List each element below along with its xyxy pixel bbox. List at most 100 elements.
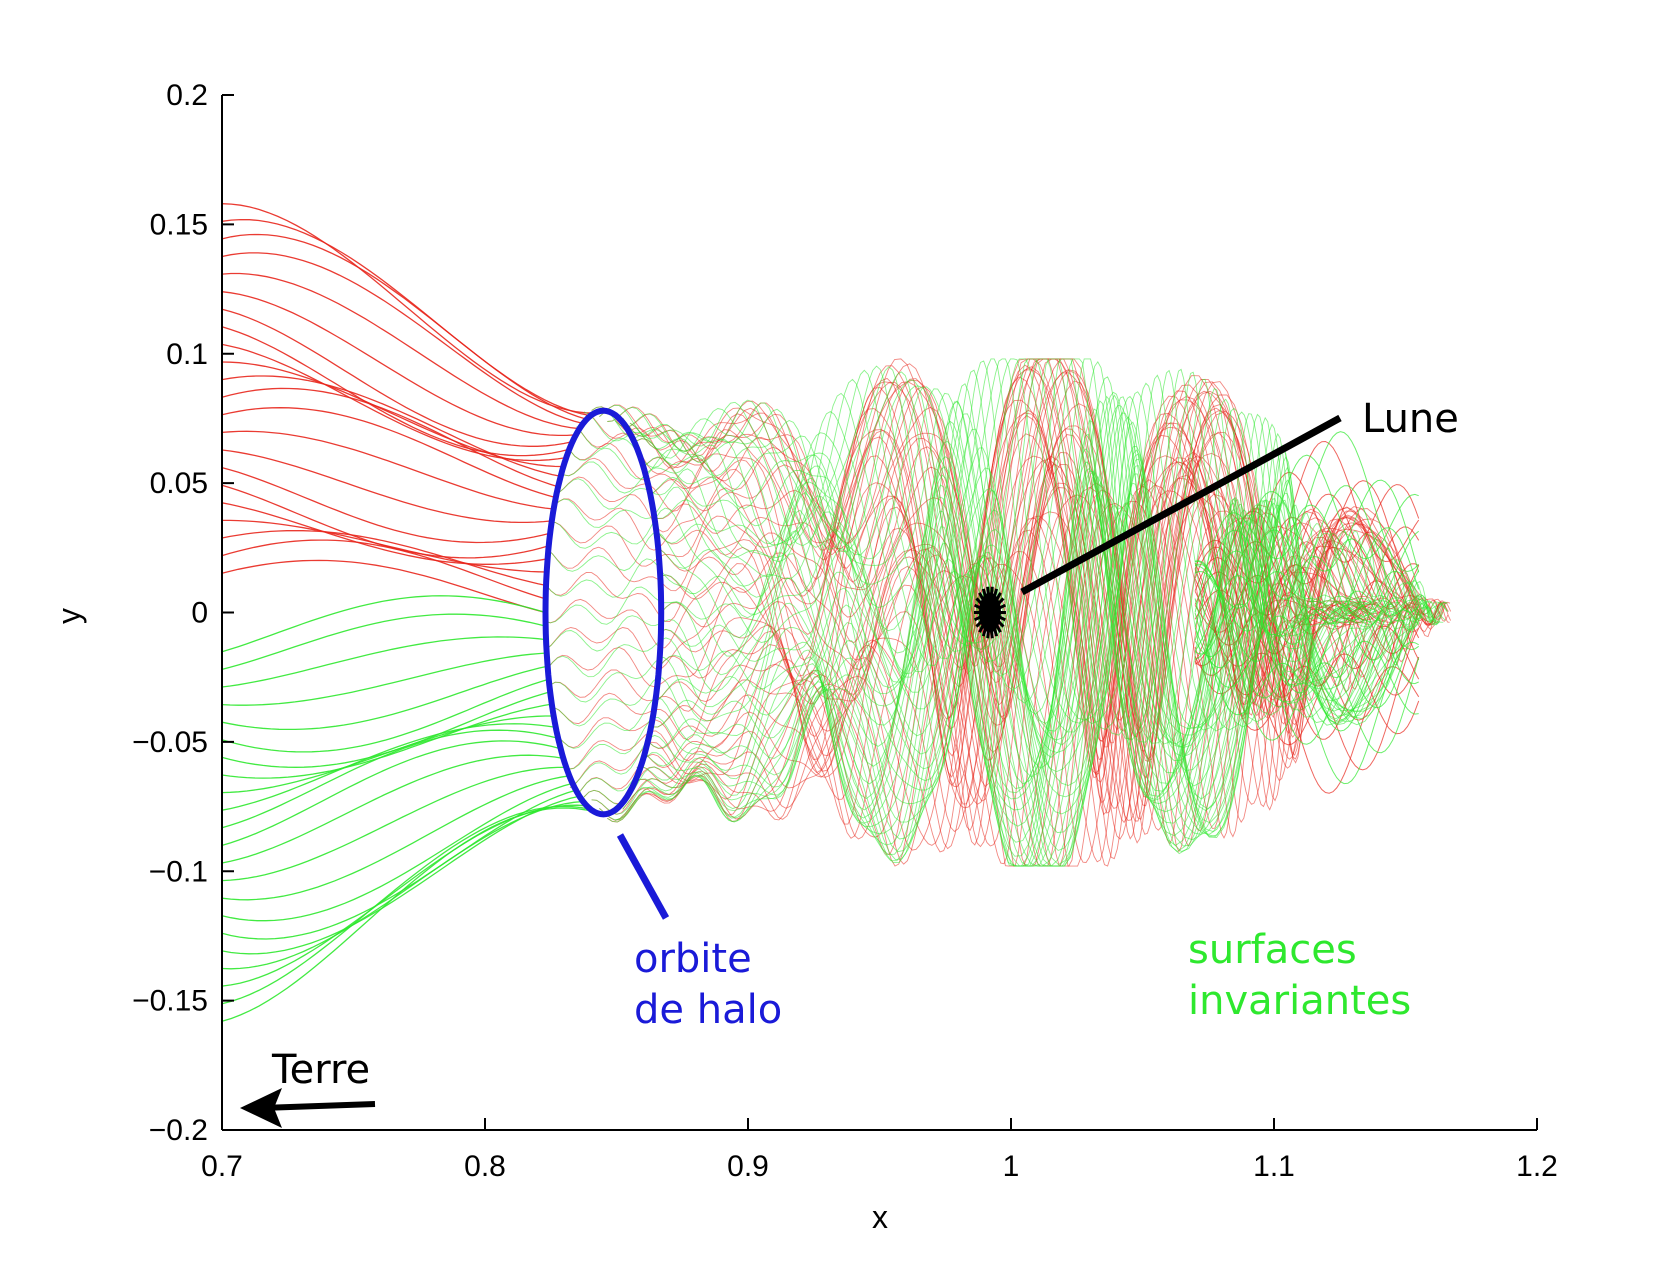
y-tick-label: −0.05 (132, 726, 208, 759)
unstable-branch-left (221, 218, 591, 417)
unstable-branch-left (221, 375, 561, 477)
stable-branch-left (221, 691, 551, 768)
unstable-branch-left (221, 559, 546, 614)
x-tick-label: 1.2 (1516, 1150, 1558, 1183)
right-fan-trajectory (1195, 504, 1420, 632)
stable-manifold-tube (629, 492, 1428, 867)
right-fan-trajectory (1194, 485, 1420, 628)
stable-manifold-tube (642, 473, 1437, 866)
moon-body (978, 592, 1001, 633)
y-tick-label: 0.2 (166, 79, 208, 112)
right-fan-trajectory (1195, 454, 1419, 609)
unstable-branch-left (221, 387, 559, 488)
stable-manifold-tube (614, 358, 1412, 740)
stable-manifold-tube (642, 361, 1433, 745)
unstable-branch-left (221, 361, 564, 468)
stable-branch-left (221, 652, 547, 706)
right-fan-trajectory (1194, 603, 1419, 745)
y-tick-label: 0.05 (150, 467, 208, 500)
orbite-label-line2: de halo (634, 987, 782, 1033)
y-tick-label: −0.15 (132, 985, 208, 1018)
stable-branch-left (221, 723, 556, 811)
surfaces-label-line2: invariantes (1188, 978, 1411, 1024)
unstable-branch-left (222, 519, 547, 573)
stable-branch-left (221, 782, 573, 922)
x-tick-label: 0.9 (727, 1150, 769, 1183)
terre-arrow-shaft (261, 1101, 376, 1111)
stable-manifold-tube (607, 358, 1407, 736)
unstable-branch-left (221, 466, 551, 544)
stable-manifold-tube (622, 500, 1423, 867)
right-fan-trajectory (1195, 555, 1420, 662)
unstable-branch-left (221, 539, 546, 600)
y-tick-label: −0.1 (149, 855, 208, 888)
y-tick-label: 0.15 (150, 208, 208, 241)
stable-branch-left (221, 789, 577, 940)
x-tick-label: 0.7 (201, 1150, 243, 1183)
unstable-branch-left (221, 291, 576, 437)
stable-branch-left (221, 800, 584, 970)
right-fan-trajectory (1194, 546, 1420, 655)
right-fan-trajectory (1194, 527, 1420, 658)
stable-manifold-tube (583, 358, 1390, 731)
stable-manifold-tube (583, 481, 1395, 867)
stable-branch-left (221, 729, 559, 829)
halo-pointer-line (616, 833, 670, 920)
stable-branch-left (221, 754, 564, 864)
terre-label: Terre (271, 1047, 370, 1093)
stable-branch-left (221, 795, 580, 955)
unstable-branch-left (221, 529, 547, 587)
x-tick-label: 1 (1003, 1150, 1020, 1183)
unstable-branch-left (221, 252, 584, 425)
stable-manifold-tube (636, 358, 1429, 745)
x-axis-ticks: 0.7 0.8 0.9 1 1.1 1.2 (201, 1118, 1558, 1183)
stable-manifold-tube (550, 395, 1366, 778)
unstable-manifold-tube (642, 474, 1430, 867)
stable-manifold-tube (656, 404, 1444, 771)
stable-manifold-tube (658, 412, 1446, 787)
x-tick-label: 1.1 (1253, 1150, 1295, 1183)
stable-branch-left (221, 807, 595, 1022)
unstable-branch-left (221, 502, 548, 565)
stable-manifold-tube (591, 358, 1395, 728)
right-fan-trajectory (1194, 493, 1420, 617)
orbite-label-line1: orbite (634, 936, 752, 982)
stable-branch-left (221, 804, 587, 987)
stable-manifold-tube (652, 458, 1444, 838)
lune-pointer-line (1020, 414, 1342, 596)
right-fan-trajectory (1194, 575, 1419, 694)
unstable-branch-left (221, 449, 552, 524)
stable-manifold-tube (658, 449, 1448, 824)
stable-branch-left (221, 703, 552, 779)
unstable-manifold-tube (652, 451, 1440, 840)
right-fan-trajectory (1194, 570, 1420, 679)
unstable-branch-left (221, 343, 567, 462)
stable-manifold-trajectories (221, 358, 1449, 1022)
right-fan-trajectory (1194, 538, 1419, 651)
stable-manifold-tube (553, 467, 1372, 843)
right-fan-trajectory (1194, 570, 1420, 754)
stable-manifold-tube (599, 498, 1406, 867)
unstable-branch-left (221, 326, 570, 457)
unstable-manifold-tube (658, 452, 1447, 822)
moon-marker (973, 586, 1006, 639)
stable-manifold-tube (547, 400, 1365, 785)
right-fan-trajectory (1194, 431, 1420, 613)
stable-manifold-tube (656, 453, 1446, 833)
unstable-branch-left (221, 272, 580, 430)
unstable-branch-left (221, 308, 573, 447)
stable-manifold-tube (614, 499, 1417, 867)
stable-branch-left (221, 766, 567, 882)
y-axis-title: y (51, 608, 87, 624)
unstable-branch-left (221, 430, 554, 510)
stable-branch-left (221, 636, 547, 688)
unstable-manifold-tube (629, 484, 1419, 863)
stable-branch-left (221, 740, 561, 847)
halo-orbit (542, 407, 665, 818)
stable-manifold-tube (558, 369, 1372, 758)
stable-manifold-tube (553, 383, 1369, 769)
stable-manifold-tube (648, 376, 1437, 748)
right-fan-trajectory (1194, 440, 1420, 584)
halo-orbit-path (542, 407, 665, 818)
